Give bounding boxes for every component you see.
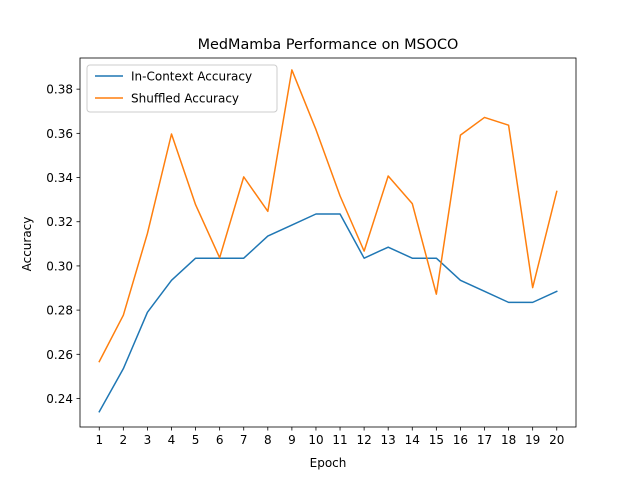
series-line-1: [98, 213, 558, 413]
x-tick-label: 20: [549, 433, 564, 447]
x-tick-label: 1: [95, 433, 103, 447]
legend-label-2: Shuffled Accuracy: [131, 92, 239, 106]
legend-label-1: In-Context Accuracy: [131, 70, 252, 84]
x-tick-label: 15: [429, 433, 444, 447]
series-line-2: [98, 69, 558, 363]
x-tick-label: 18: [501, 433, 516, 447]
y-axis-label: Accuracy: [20, 217, 34, 272]
y-tick-label: 0.32: [46, 215, 73, 229]
chart-title: MedMamba Performance on MSOCO: [198, 37, 459, 53]
y-tick-label: 0.36: [46, 127, 73, 141]
legend-box: [86, 64, 278, 113]
x-tick-label: 10: [308, 433, 323, 447]
x-tick-label: 11: [332, 433, 347, 447]
x-tick-label: 17: [477, 433, 492, 447]
y-tick-label: 0.24: [46, 392, 73, 406]
y-tick-label: 0.30: [46, 259, 73, 273]
x-tick-label: 13: [381, 433, 396, 447]
x-tick-label: 12: [356, 433, 371, 447]
plot-area: 1 2 3 4 5 6 7 8 9 10 11 12 13 14 15 16 17 18 19 200.240.260…: [46, 57, 577, 447]
x-axis-label: Epoch: [310, 456, 347, 470]
x-tick-label: 2: [120, 433, 128, 447]
plot-frame: [79, 57, 577, 428]
y-tick-label: 0.26: [46, 348, 73, 362]
x-tick-label: 14: [405, 433, 420, 447]
y-tick-label: 0.38: [46, 83, 73, 97]
x-tick-label: 3: [144, 433, 152, 447]
x-tick-label: 16: [453, 433, 468, 447]
y-tick-label: 0.28: [46, 304, 73, 318]
x-tick-label: 4: [168, 433, 176, 447]
y-tick-label: 0.34: [46, 171, 73, 185]
x-tick-label: 19: [525, 433, 540, 447]
x-tick-label: 5: [192, 433, 200, 447]
x-tick-label: 6: [216, 433, 224, 447]
x-tick-label: 8: [264, 433, 272, 447]
x-tick-label: 9: [288, 433, 296, 447]
x-tick-label: 7: [240, 433, 248, 447]
